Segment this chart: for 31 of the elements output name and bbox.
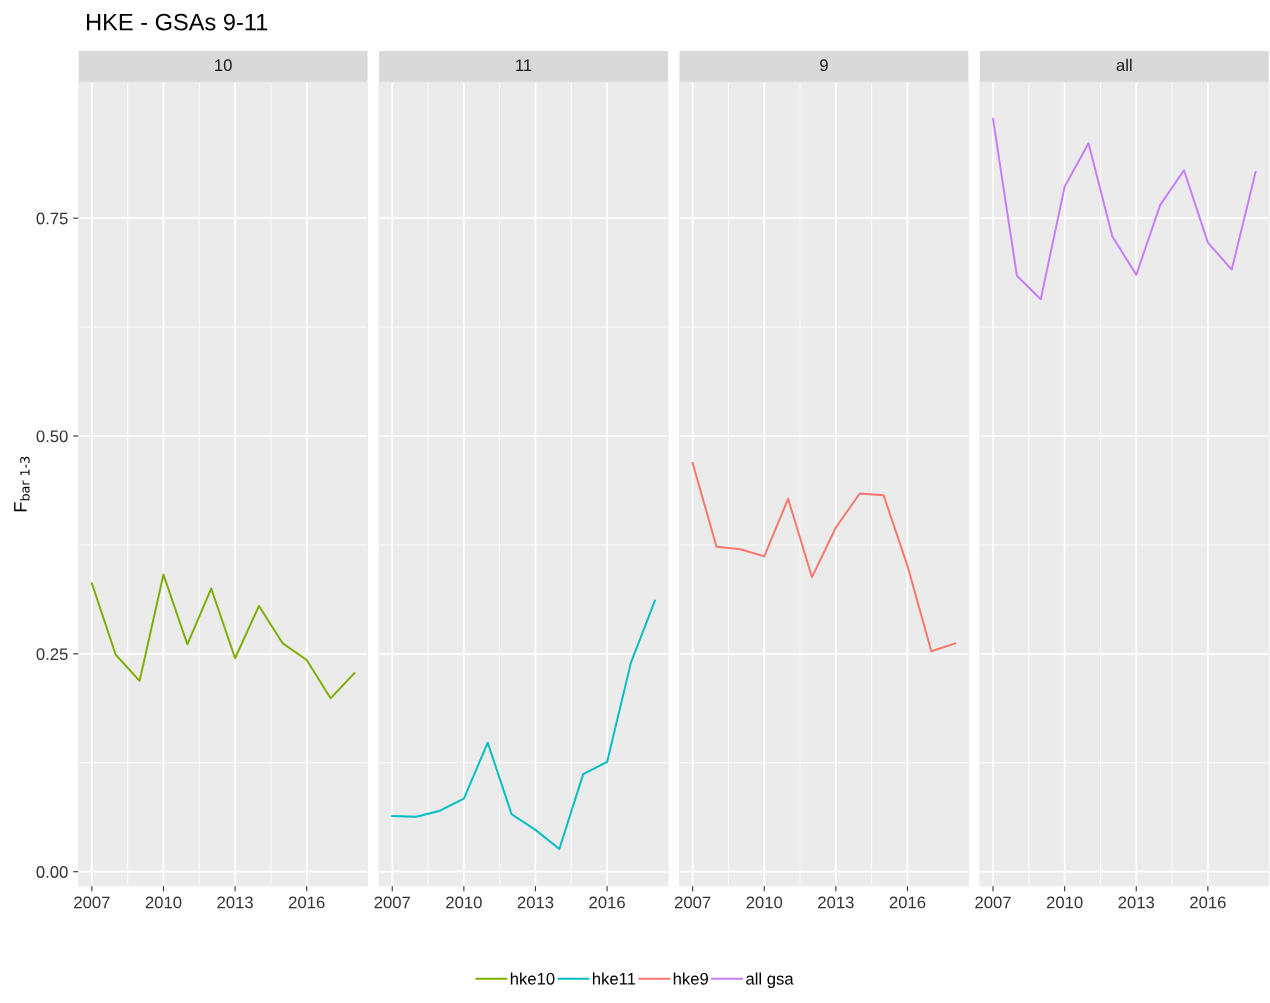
x-tick-label: 2013: [517, 896, 554, 909]
x-tick-label: 2013: [1118, 896, 1155, 909]
x-tick-label: 2007: [374, 896, 410, 909]
legend-label: hke9: [673, 972, 708, 985]
y-tick-label: 0.25: [36, 648, 68, 661]
chart-title: 9: [820, 59, 828, 72]
y-tick-label: 0.00: [36, 866, 68, 878]
chart-title: all: [1116, 58, 1132, 72]
x-tick-label: 2010: [145, 896, 182, 909]
x-tick-label: 2007: [74, 896, 110, 909]
legend-label: hke10: [510, 972, 555, 985]
line-series: [90, 573, 356, 700]
chart-title: 11: [516, 59, 532, 71]
x-tick-label: 2016: [1190, 896, 1226, 909]
text: HKE - GSAs 9-11: [87, 13, 268, 31]
legend-label: hke11: [592, 972, 636, 985]
x-tick-label: 2010: [1046, 896, 1083, 909]
x-tick-label: 2016: [889, 896, 926, 909]
x-tick-label: 2016: [289, 896, 325, 909]
x-tick-label: 2013: [217, 896, 253, 909]
x-tick-label: 2016: [589, 896, 625, 909]
chart-title: 10: [215, 59, 232, 72]
y-tick-label: 0.75: [36, 212, 68, 225]
x-tick-label: 2007: [674, 896, 711, 909]
legend-label: all gsa: [746, 972, 794, 988]
x-tick-label: 2007: [975, 896, 1011, 909]
x-tick-label: 2013: [818, 896, 854, 909]
y-axis-title: F$_{bar 1-3}$: [14, 456, 30, 512]
y-tick-label: 0.50: [36, 430, 68, 443]
x-tick-label: 2010: [746, 896, 783, 909]
x-tick-label: 2010: [446, 896, 482, 909]
